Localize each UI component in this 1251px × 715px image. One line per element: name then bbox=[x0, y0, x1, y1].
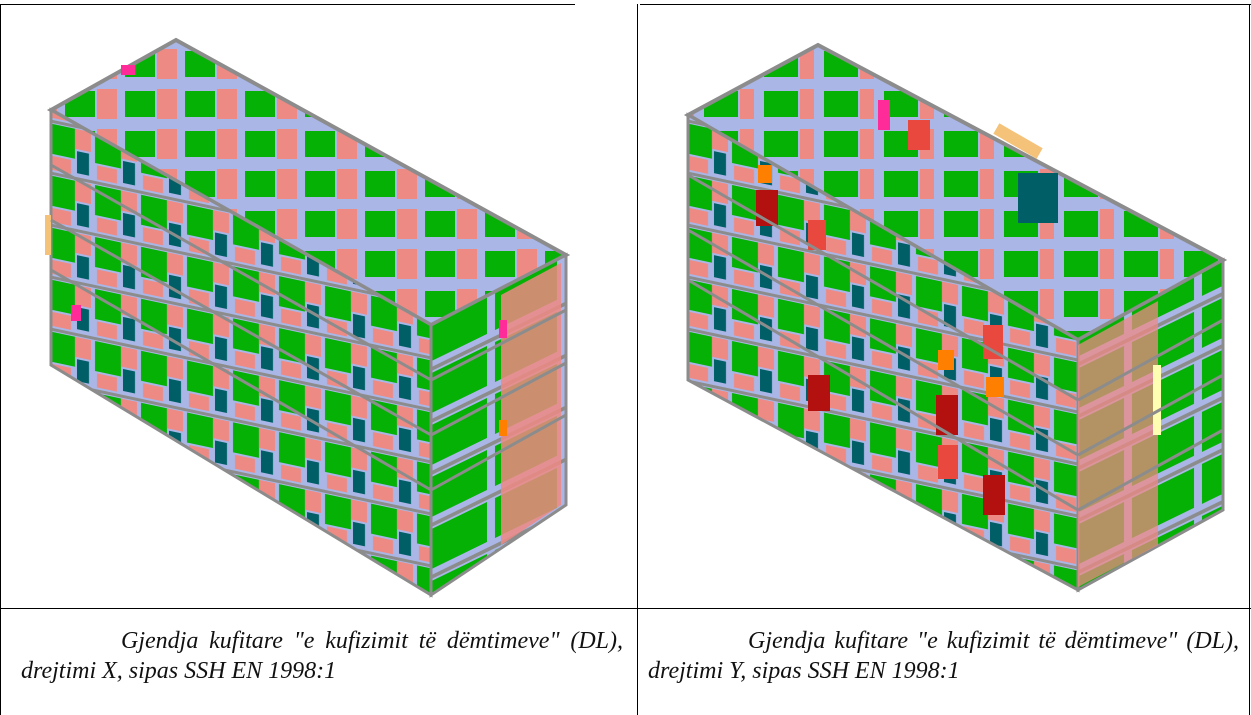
building-3d-model-dl-x-image bbox=[45, 37, 571, 598]
building-3d-model-dl-y-image bbox=[683, 42, 1228, 593]
figure-right-caption-cell: Gjendja kufitare "e kufizimit të dëmtime… bbox=[638, 610, 1249, 715]
table-left-border bbox=[0, 4, 1, 715]
table-top-border-left bbox=[0, 4, 575, 5]
figure-right-caption: Gjendja kufitare "e kufizimit të dëmtime… bbox=[648, 628, 1239, 684]
table-top-border-right bbox=[640, 4, 1251, 5]
figure-left-caption-cell: Gjendja kufitare "e kufizimit të dëmtime… bbox=[1, 610, 637, 715]
figure-right-image-cell bbox=[638, 5, 1249, 608]
figure-left-image-cell bbox=[1, 5, 637, 608]
table-middle-divider bbox=[637, 4, 638, 715]
table-row-divider bbox=[0, 608, 1251, 609]
table-right-border bbox=[1249, 4, 1250, 715]
figure-left-caption: Gjendja kufitare "e kufizimit të dëmtime… bbox=[21, 628, 623, 684]
